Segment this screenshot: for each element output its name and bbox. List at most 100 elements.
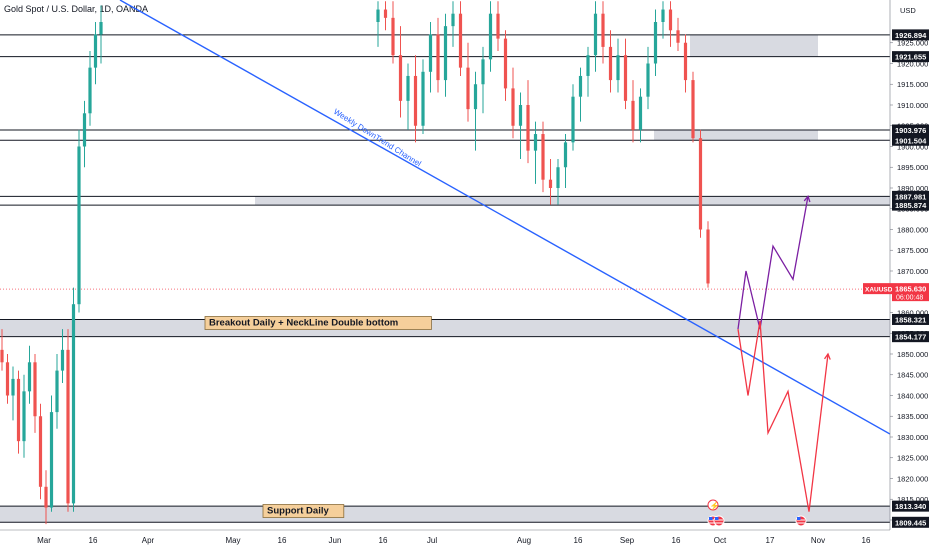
event-markers: ⚡	[707, 499, 807, 527]
zone-breakout-neckline	[0, 319, 890, 337]
candle-body	[428, 34, 433, 72]
price-tick-label: 1895.000	[897, 163, 928, 172]
candle	[638, 88, 643, 143]
candle-body	[93, 34, 98, 68]
candle	[66, 329, 70, 512]
candle-body	[33, 362, 37, 417]
candle-body	[391, 17, 395, 56]
candle-body	[49, 412, 54, 508]
chart-title: Gold Spot / U.S. Dollar, 1D, OANDA	[4, 4, 149, 14]
candle	[0, 329, 4, 371]
price-tag	[892, 51, 929, 63]
candle-body	[473, 84, 478, 110]
price-tag-label: 1887.981	[895, 192, 926, 201]
trendline	[119, 0, 891, 435]
candle	[683, 34, 688, 93]
price-axis: USD1925.0001920.0001915.0001910.0001905.…	[889, 0, 932, 550]
candle-body	[66, 349, 70, 504]
candle	[49, 395, 54, 512]
price-tick-label: 1920.000	[897, 59, 928, 68]
candle	[481, 46, 485, 114]
candle	[93, 21, 98, 85]
price-tag-label: 1854.177	[895, 333, 926, 342]
candle	[11, 366, 15, 421]
trendline-label: Weekly DownTrend Channel	[332, 107, 423, 168]
time-axis-bg	[0, 530, 890, 550]
candle	[526, 80, 530, 164]
price-tick-label: 1830.000	[897, 433, 928, 442]
candle-body	[436, 34, 440, 81]
earnings-flag-icon	[707, 499, 719, 511]
candle	[451, 1, 455, 47]
current-price-value: 1865.630	[895, 285, 926, 294]
candle	[473, 71, 478, 151]
candle	[466, 42, 470, 122]
candle-body	[556, 167, 560, 188]
candle	[44, 470, 48, 525]
candle	[571, 84, 575, 151]
price-tick-label: 1820.000	[897, 474, 928, 483]
candle-body	[5, 362, 10, 396]
time-axis-label: Sep	[620, 536, 635, 545]
candle-body	[77, 146, 81, 305]
price-tag-label: 1809.445	[895, 518, 926, 527]
candle	[503, 30, 508, 101]
candle	[443, 13, 448, 97]
candle-body	[398, 55, 403, 101]
candle	[608, 30, 613, 93]
candle	[77, 129, 81, 313]
candle-body	[623, 55, 628, 101]
price-tag-label: 1926.894	[895, 31, 927, 40]
candle-body	[661, 9, 665, 22]
currency-label: USD	[900, 6, 916, 15]
support-label-text: Support Daily	[267, 506, 329, 517]
candle-body	[631, 100, 635, 130]
candle	[496, 1, 500, 52]
candle	[398, 26, 403, 118]
time-axis-label: Apr	[142, 536, 155, 545]
candle-body	[691, 80, 695, 139]
candle-body	[518, 104, 523, 126]
candle	[99, 5, 103, 64]
time-axis-label: Nov	[811, 536, 825, 545]
price-tick-label: 1910.000	[897, 101, 928, 110]
candle-body	[646, 63, 650, 97]
price-tag-label: 1903.976	[895, 126, 926, 135]
candle	[616, 38, 620, 93]
candle	[421, 59, 425, 135]
candle	[33, 353, 37, 433]
candle	[646, 46, 650, 110]
candle	[16, 370, 21, 454]
candle-body	[578, 75, 583, 97]
price-tag	[892, 313, 929, 325]
candle-body	[88, 67, 92, 114]
zone-resistance-3	[255, 196, 890, 206]
candle-body	[55, 370, 59, 413]
price-tick-label: 1890.000	[897, 184, 928, 193]
support-label: Support Daily	[262, 504, 345, 518]
time-axis-label: Jul	[427, 536, 437, 545]
time-axis-label: Mar	[37, 536, 51, 545]
candle-body	[383, 9, 388, 18]
candle	[548, 158, 553, 205]
time-axis-label: 17	[766, 536, 775, 545]
price-tag	[892, 500, 929, 512]
candle	[383, 1, 388, 31]
candle	[5, 353, 10, 404]
candle	[428, 21, 433, 93]
candle	[698, 129, 703, 238]
breakout-label-text: Breakout Daily + NeckLine Double bottom	[209, 318, 398, 329]
candle-body	[563, 142, 568, 168]
projection-purple-arrowhead	[803, 194, 811, 203]
candle	[601, 1, 605, 64]
candle-body	[571, 96, 575, 143]
price-tick-label: 1925.000	[897, 39, 928, 48]
candle	[27, 345, 32, 404]
candle-body	[82, 113, 87, 147]
candle-body	[99, 21, 103, 35]
candle-body	[601, 13, 605, 47]
candle-body	[541, 134, 545, 180]
candle-body	[503, 38, 508, 89]
